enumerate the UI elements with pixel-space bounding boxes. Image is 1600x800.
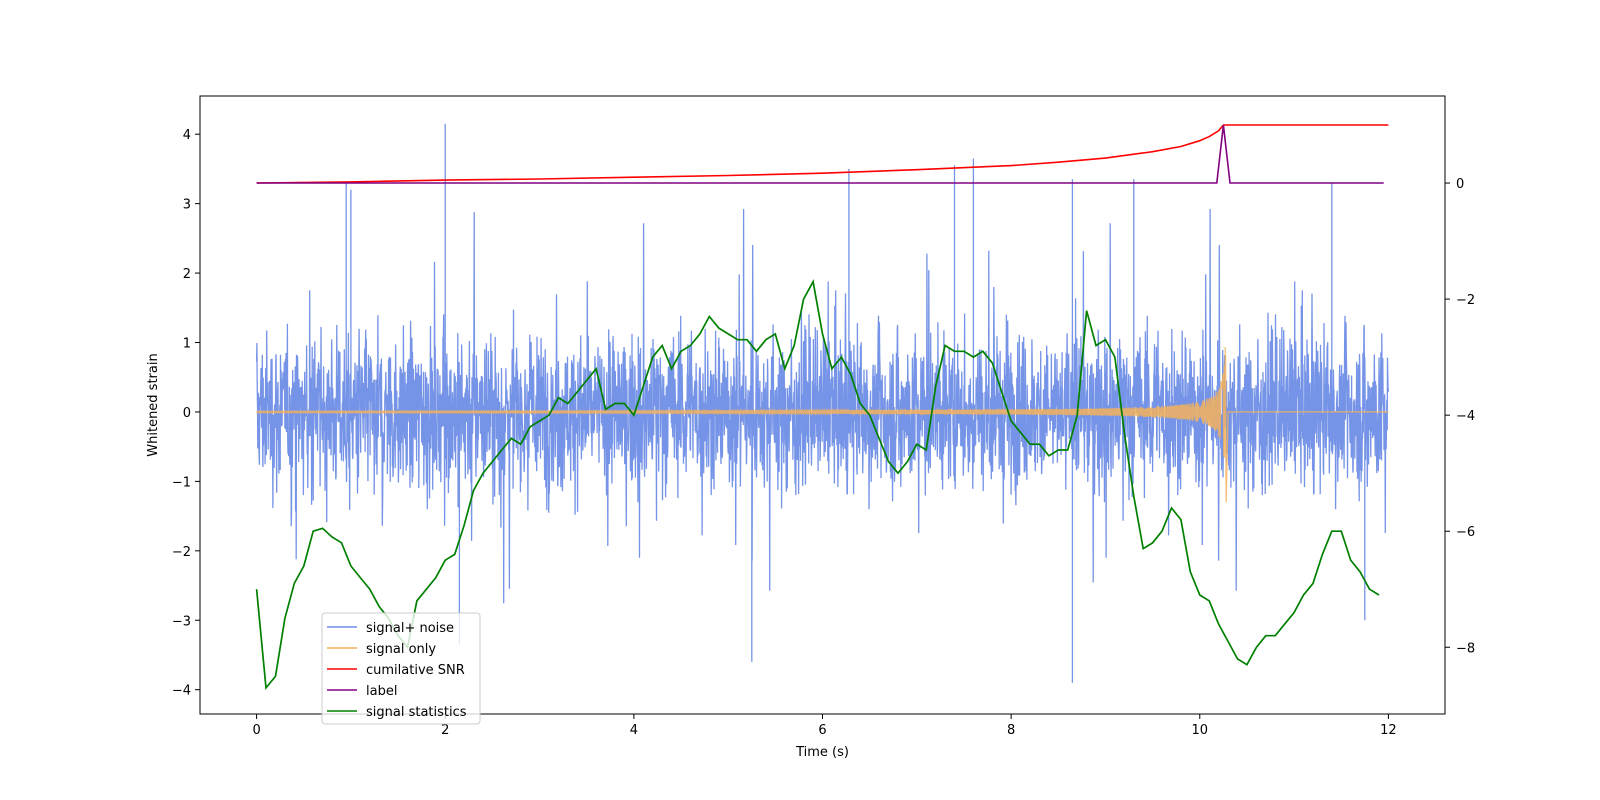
y-tick-label: 2 bbox=[183, 267, 191, 282]
legend-entry: signal only bbox=[366, 642, 436, 657]
x-tick-label: 0 bbox=[252, 723, 260, 738]
y2-tick-label: −8 bbox=[1456, 641, 1475, 656]
y2-tick-label: 0 bbox=[1456, 177, 1464, 192]
y-tick-label: 1 bbox=[183, 337, 191, 352]
x-tick-label: 2 bbox=[441, 723, 449, 738]
legend-entry: signal+ noise bbox=[366, 621, 454, 636]
series-label bbox=[256, 124, 1384, 184]
legend-box bbox=[321, 612, 481, 725]
x-tick-label: 4 bbox=[630, 723, 638, 738]
y-tick-label: 0 bbox=[183, 406, 191, 421]
y-tick-label: −3 bbox=[172, 614, 191, 629]
series-signal-statistics bbox=[255, 279, 1380, 691]
y-tick-label: 3 bbox=[183, 198, 191, 213]
y-tick-label: −4 bbox=[172, 684, 191, 699]
y-tick-label: −2 bbox=[172, 545, 191, 560]
series-signal-noise bbox=[255, 123, 1390, 683]
legend-entry: cumilative SNR bbox=[366, 663, 465, 678]
x-tick-label: 10 bbox=[1191, 723, 1208, 738]
y2-tick-label: −4 bbox=[1456, 409, 1475, 424]
series-cumulative-snr bbox=[256, 124, 1389, 184]
y2-tick-label: −6 bbox=[1456, 525, 1475, 540]
x-tick-label: 6 bbox=[818, 723, 826, 738]
x-tick-label: 8 bbox=[1007, 723, 1015, 738]
y-tick-label: 4 bbox=[183, 128, 191, 143]
legend-entry: label bbox=[366, 684, 397, 699]
series-signal-only bbox=[256, 346, 1389, 503]
x-axis-title: Time (s) bbox=[795, 745, 849, 760]
y2-tick-label: −2 bbox=[1456, 293, 1475, 308]
y-tick-label: −1 bbox=[172, 475, 191, 490]
x-tick-label: 12 bbox=[1380, 723, 1397, 738]
plot-area bbox=[255, 123, 1390, 691]
y-axis-title: Whitened strain bbox=[146, 353, 161, 456]
legend-entry: signal statistics bbox=[366, 705, 467, 720]
